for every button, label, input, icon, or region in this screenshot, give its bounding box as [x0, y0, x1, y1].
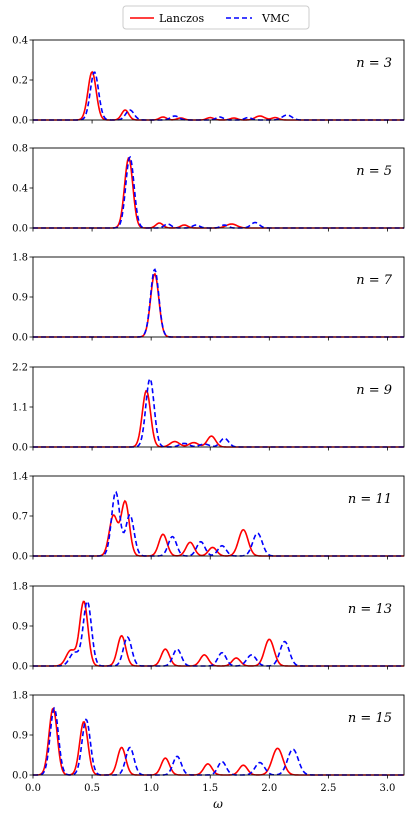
x-axis-label: ω: [213, 797, 223, 811]
panel-frame: [32, 694, 405, 776]
series-line-vmc: [33, 268, 404, 338]
y-tick-label: 0.0: [12, 224, 28, 235]
x-tick-label: 0.0: [25, 783, 41, 794]
panel-frame: [32, 147, 405, 229]
x-tick-label: 2.0: [261, 783, 277, 794]
series-line-lanczos: [33, 70, 404, 121]
series-line-lanczos: [33, 499, 404, 557]
panel-5: 0.0 0.7 1.4 n = 11: [12, 472, 405, 563]
legend: Lanczos VMC: [122, 5, 310, 30]
panel-frame: [32, 366, 405, 448]
y-tick-label: 1.1: [12, 403, 28, 414]
x-tick-label: 0.5: [84, 783, 100, 794]
x-tick-label: 1.0: [143, 783, 159, 794]
y-tick-label: 0.0: [12, 662, 28, 673]
panel-label: n = 11: [348, 492, 392, 507]
y-tick-label: 2.2: [12, 363, 28, 374]
x-tick-label: 2.5: [320, 783, 336, 794]
series-line-vmc: [33, 71, 404, 121]
panel-label: n = 9: [356, 383, 392, 398]
y-tick-label: 0.2: [12, 76, 28, 87]
y-tick-label: 0.0: [12, 552, 28, 563]
panel-6: 0.0 0.9 1.8 n = 13: [12, 582, 405, 673]
panel-1: 0.0 0.2 0.4 n = 3: [12, 36, 405, 127]
y-tick-label: 1.8: [12, 582, 28, 593]
y-tick-label: 0.9: [12, 293, 28, 304]
series-line-lanczos: [33, 272, 404, 338]
panel-label: n = 5: [356, 164, 392, 179]
panel-label: n = 13: [348, 602, 392, 617]
x-tick-label: 1.5: [202, 783, 218, 794]
y-tick-label: 0.4: [12, 184, 28, 195]
panel-7: 0.0 0.9 1.8 n = 15 0.0 0.5 1.0 1.5 2.0 2.5 3.0: [12, 691, 405, 794]
series-line-vmc: [33, 155, 404, 229]
y-tick-label: 0.4: [12, 36, 28, 47]
y-tick-label: 0.0: [12, 116, 28, 127]
panel-frame: [32, 39, 405, 121]
x-tick-label: 3.0: [380, 783, 396, 794]
y-tick-label: 1.8: [12, 253, 28, 264]
y-tick-label: 1.4: [12, 472, 28, 483]
y-tick-label: 0.9: [12, 731, 28, 742]
panel-3: 0.0 0.9 1.8 n = 7: [12, 253, 405, 344]
panel-label: n = 15: [348, 711, 392, 726]
y-tick-label: 0.0: [12, 333, 28, 344]
series-line-vmc: [33, 377, 404, 448]
panel-frame: [32, 475, 405, 557]
panel-label: n = 7: [356, 273, 393, 288]
legend-box: [122, 5, 310, 30]
y-tick-label: 0.8: [12, 144, 28, 155]
panel-label: n = 3: [356, 56, 392, 71]
panel-4: 0.0 1.1 2.2 n = 9: [12, 363, 405, 454]
panel-2: 0.0 0.4 0.8 n = 5: [12, 144, 405, 235]
legend-label-vmc: VMC: [261, 12, 290, 25]
y-tick-label: 1.8: [12, 691, 28, 702]
series-line-lanczos: [33, 157, 404, 229]
panel-frame: [32, 256, 405, 338]
panels: 0.0 0.2 0.4 n = 3 0.0 0.4 0.8 n = 5 0.0 0.9 1.8 n =…: [12, 36, 405, 794]
y-tick-label: 0.9: [12, 622, 28, 633]
series-line-lanczos: [33, 389, 404, 448]
legend-label-lanczos: Lanczos: [159, 12, 205, 25]
y-tick-label: 0.7: [12, 512, 28, 523]
y-tick-label: 0.0: [12, 771, 28, 782]
y-tick-label: 0.0: [12, 443, 28, 454]
